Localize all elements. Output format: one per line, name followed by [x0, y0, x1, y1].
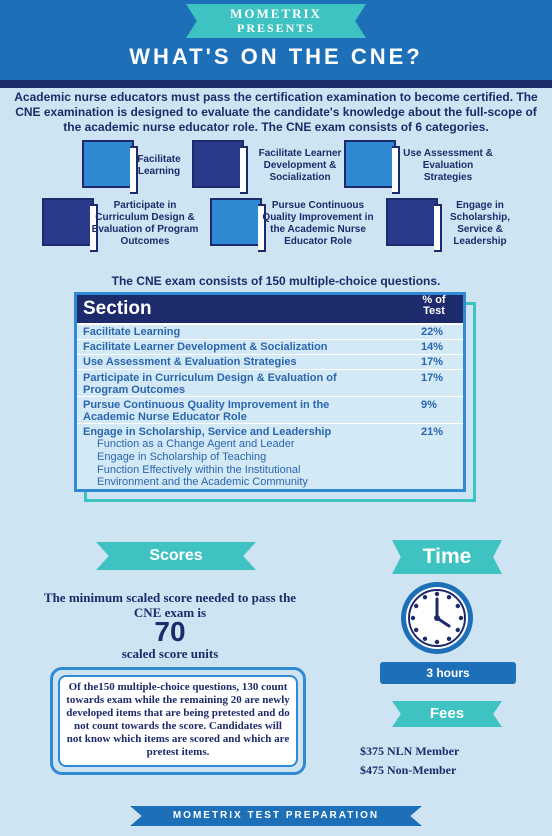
row-value: 22% — [421, 326, 444, 338]
exam-duration: 3 hours — [380, 662, 516, 684]
category-label: Participate in Curriculum Design & Evalu… — [91, 200, 199, 247]
page-title: WHAT'S ON THE CNE? — [129, 44, 423, 69]
book-icon — [42, 198, 98, 252]
passing-score: 70 — [154, 616, 186, 647]
time-ribbon: Time — [392, 540, 502, 574]
subitem: Function as a Change Agent and Leader — [97, 438, 295, 450]
table-row: Facilitate Learning 22% — [77, 325, 463, 339]
row-name: Use Assessment & Evaluation Strategies — [83, 356, 297, 368]
row-value: 17% — [421, 356, 444, 368]
footer-banner: MOMETRIX TEST PREPARATION — [130, 806, 422, 826]
category-label: Facilitate Learning — [137, 154, 181, 177]
brand-presents: PRESENTS — [236, 21, 316, 35]
row-name: Pursue Continuous Quality Improvement in… — [83, 399, 330, 423]
scores-ribbon: Scores — [96, 542, 256, 570]
fee-non-member: $475 Non-Member — [360, 763, 457, 777]
fees-ribbon: Fees — [392, 701, 502, 727]
table-row: Participate in Curriculum Design & Evalu… — [77, 370, 463, 396]
row-name: Facilitate Learning — [83, 326, 181, 338]
category-label: Facilitate Learner Development & Sociali… — [258, 148, 342, 183]
subitem: Engage in Scholarship of Teaching — [97, 451, 267, 463]
score-description: The minimum scaled score needed to pass … — [43, 590, 297, 620]
row-value: 21% — [421, 426, 444, 438]
book-icon — [82, 140, 138, 194]
table-row: Pursue Continuous Quality Improvement in… — [77, 397, 463, 423]
fee-nln-member: $375 NLN Member — [360, 744, 460, 758]
header-percent: % of Test — [422, 294, 446, 317]
brand-ribbon: MOMETRIX PRESENTS — [186, 4, 366, 38]
header-section: Section — [83, 298, 152, 319]
table-row: Facilitate Learner Development & Sociali… — [77, 340, 463, 354]
category-label: Use Assessment & Evaluation Strategies — [403, 148, 493, 183]
table-row: Use Assessment & Evaluation Strategies 1… — [77, 355, 463, 369]
category-label: Engage in Scholarship, Service & Leaders… — [449, 200, 510, 247]
clock-icon — [399, 580, 475, 661]
header-divider — [0, 80, 552, 88]
intro-paragraph: Academic nurse educators must pass the c… — [14, 90, 538, 134]
book-icon — [192, 140, 248, 194]
book-icon — [210, 198, 266, 252]
subitem: Function Effectively within the Institut… — [97, 464, 308, 488]
book-icon — [344, 140, 400, 194]
category-label: Pursue Continuous Quality Improvement in… — [262, 200, 374, 247]
brand-name: MOMETRIX — [230, 6, 322, 21]
row-name: Facilitate Learner Development & Sociali… — [83, 341, 328, 353]
book-icon — [386, 198, 442, 252]
row-value: 14% — [421, 341, 444, 353]
table-header: Section % of Test — [77, 295, 463, 323]
table-row: Engage in Scholarship, Service and Leade… — [77, 424, 463, 489]
pretest-note-frame: Of the150 multiple-choice questions, 130… — [50, 667, 306, 775]
row-value: 17% — [421, 372, 444, 384]
exam-question-count: The CNE exam consists of 150 multiple-ch… — [111, 274, 441, 288]
row-name: Participate in Curriculum Design & Evalu… — [83, 372, 337, 396]
row-name: Engage in Scholarship, Service and Leade… — [83, 426, 332, 438]
row-value: 9% — [421, 399, 437, 411]
section-table: Section % of Test Facilitate Learning 22… — [74, 292, 466, 492]
pretest-note: Of the150 multiple-choice questions, 130… — [58, 675, 298, 767]
score-unit: scaled score units — [121, 646, 219, 661]
